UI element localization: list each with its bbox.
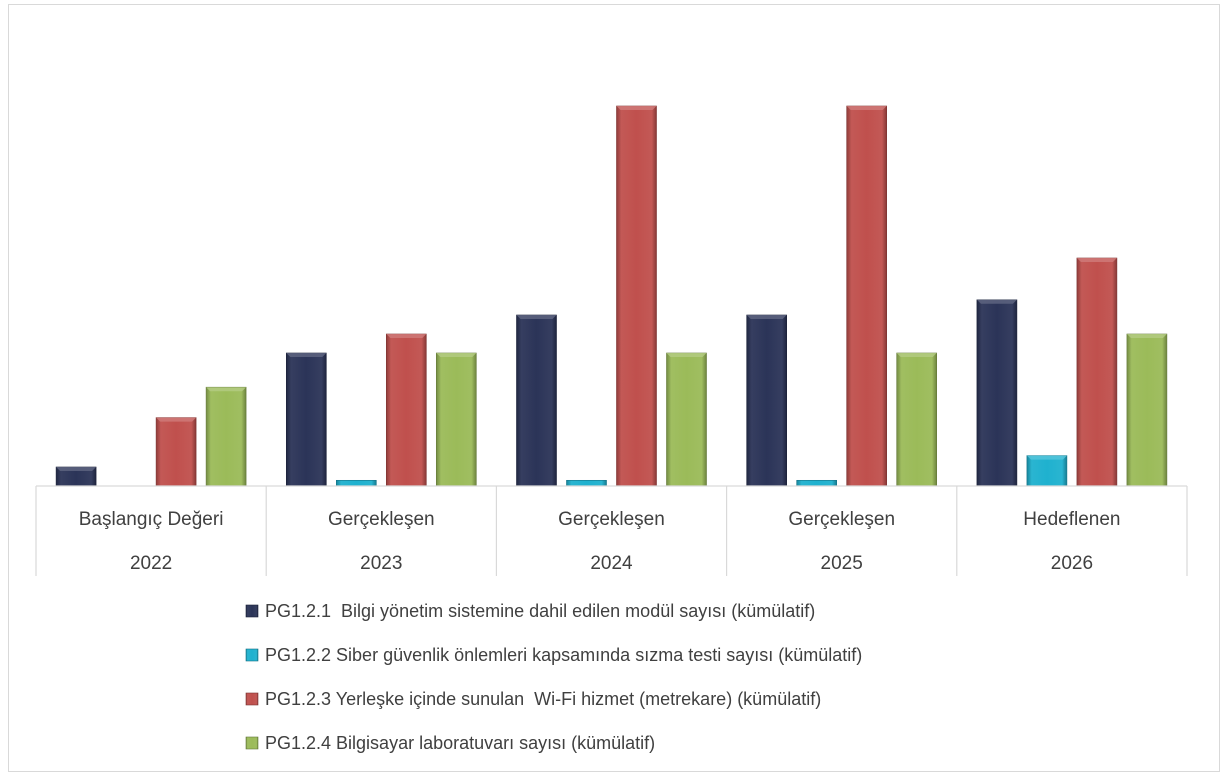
- bar-bevel-s3-c1: [156, 417, 197, 422]
- bar-bevel-s1-c5: [976, 299, 1017, 304]
- bar-bevel-s1-c4: [746, 315, 787, 319]
- bar-s4-c3: [666, 352, 707, 487]
- bar-s1-c2: [285, 352, 327, 487]
- bar-s3-c2: [385, 333, 427, 487]
- category-label: Gerçekleşen: [558, 509, 665, 530]
- bar-bevel-s3-c5: [1076, 258, 1117, 262]
- year-label: 2024: [590, 553, 633, 574]
- legend-swatch: [245, 736, 259, 750]
- year-label: 2023: [360, 553, 402, 574]
- bar-s3-c4: [846, 105, 888, 487]
- bar-s4-c1: [205, 386, 247, 487]
- year-label: 2022: [130, 553, 172, 574]
- bar-bevel-s4-c4: [896, 353, 937, 357]
- bar-bevel-s3-c2: [386, 334, 427, 338]
- bar-s3-c3: [616, 105, 657, 487]
- bar-s3-c1: [155, 417, 197, 487]
- bar-s4-c4: [896, 352, 938, 487]
- bar-bevel-s4-c3: [666, 353, 707, 357]
- bar-s2-c4: [796, 479, 838, 487]
- category-label: Başlangıç Değeri: [79, 509, 224, 530]
- bar-s3-c5: [1076, 257, 1118, 487]
- bar-bevel-s1-c2: [286, 353, 327, 357]
- bar-s1-c5: [976, 299, 1018, 487]
- year-label: 2025: [821, 553, 863, 574]
- bar-s4-c5: [1126, 333, 1168, 487]
- bar-bevel-s3-c3: [616, 106, 657, 110]
- bar-bevel-s3-c4: [846, 106, 887, 110]
- legend: PG1.2.1 Bilgi yönetim sistemine dahil ed…: [245, 601, 862, 753]
- category-label: Gerçekleşen: [788, 509, 895, 530]
- bar-s4-c2: [435, 352, 477, 487]
- bar-s2-c3: [566, 479, 607, 487]
- bar-bevel-s1-c1: [56, 467, 97, 471]
- bar-s2-c2: [335, 479, 377, 487]
- category-axis: Başlangıç Değeri 2022 Gerçekleşen 2023 Gerçe…: [35, 485, 1188, 576]
- bar-s1-c4: [746, 314, 788, 487]
- bar-bevel-s4-c2: [436, 353, 477, 357]
- bar-bevel-s2-c5: [1026, 455, 1067, 460]
- bar-s2-c5: [1026, 455, 1068, 487]
- bar-bevel-s4-c1: [206, 387, 247, 392]
- category-label: Hedeflenen: [1023, 509, 1120, 530]
- legend-label: PG1.2.2 Siber güvenlik önlemleri kapsamı…: [265, 645, 862, 665]
- legend-swatch: [245, 648, 259, 662]
- bar-s1-c3: [516, 314, 557, 487]
- bar-bevel-s4-c5: [1126, 334, 1167, 338]
- legend-swatch: [245, 692, 259, 706]
- legend-label: PG1.2.3 Yerleşke içinde sunulan Wi-Fi hi…: [265, 689, 821, 709]
- legend-label: PG1.2.4 Bilgisayar laboratuvarı sayısı (…: [265, 733, 655, 753]
- bar-bevel-s1-c3: [516, 315, 557, 319]
- category-label: Gerçekleşen: [328, 509, 435, 530]
- year-label: 2026: [1051, 553, 1093, 574]
- legend-swatch: [245, 604, 259, 618]
- bars-layer: [55, 105, 1168, 487]
- legend-label: PG1.2.1 Bilgi yönetim sistemine dahil ed…: [265, 601, 815, 621]
